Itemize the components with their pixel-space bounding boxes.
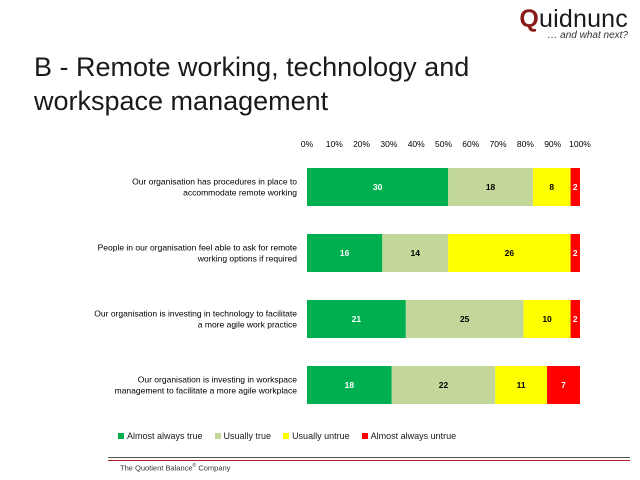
brand-name: Quidnunc: [519, 6, 628, 32]
data-label: 7: [561, 380, 566, 390]
legend-label: Usually untrue: [292, 431, 350, 441]
brand-logo: Quidnunc … and what next?: [519, 6, 628, 41]
brand-name-rest: uidnunc: [539, 5, 628, 33]
data-label: 25: [460, 314, 470, 324]
category-label: a more agile work practice: [198, 320, 297, 330]
bar-segment: [570, 234, 580, 272]
data-label: 26: [505, 248, 515, 258]
legend-label: Usually true: [223, 431, 272, 441]
data-label: 16: [340, 248, 350, 258]
data-label: 2: [573, 248, 578, 258]
legend-item: Almost always true: [118, 431, 203, 441]
data-label: 21: [352, 314, 362, 324]
data-label: 22: [439, 380, 449, 390]
data-label: 18: [345, 380, 355, 390]
legend-item: Usually untrue: [283, 431, 350, 441]
x-tick-label: 100%: [569, 139, 591, 149]
bar-segment: [532, 168, 571, 206]
legend-item: Usually true: [214, 431, 272, 441]
category-label: Our organisation is investing in technol…: [94, 309, 297, 319]
x-tick-label: 90%: [544, 139, 561, 149]
data-label: 2: [573, 314, 578, 324]
legend-swatch: [214, 433, 221, 439]
footer-company: The Quotient Balance® Company: [120, 463, 230, 473]
category-label: Our organisation has procedures in place…: [132, 177, 297, 187]
category-label: Our organisation is investing in workspa…: [138, 375, 297, 385]
x-tick-label: 20%: [353, 139, 370, 149]
data-label: 14: [411, 248, 421, 258]
data-label: 18: [486, 182, 496, 192]
stacked-bar-chart: 0% 10% 20% 30% 40% 50% 60% 70% 80% 90% 100% 30 18 8 2 O…: [94, 139, 591, 404]
bar-segment: [448, 168, 533, 206]
page-title: B - Remote working, technology and works…: [34, 52, 470, 116]
x-tick-label: 80%: [517, 139, 534, 149]
legend-label: Almost always true: [127, 431, 203, 441]
data-label: 11: [517, 380, 526, 390]
legend-swatch: [361, 433, 368, 439]
data-label: 2: [573, 182, 578, 192]
brand-tagline: … and what next?: [547, 30, 628, 41]
bar-segment: [391, 366, 496, 404]
bar-segment: [307, 300, 406, 338]
x-tick-label: 50%: [435, 139, 452, 149]
x-tick-label: 10%: [326, 139, 343, 149]
legend-item: Almost always untrue: [361, 431, 457, 441]
footer-divider-red: [108, 460, 630, 461]
bar-segment: [495, 366, 548, 404]
category-label: management to facilitate a more agile wo…: [115, 386, 298, 396]
footer-company-name: The Quotient Balance: [120, 463, 193, 473]
category-label: People in our organisation feel able to …: [98, 243, 298, 253]
chart-legend: Almost always true Usually true Usually un…: [118, 431, 456, 441]
bar-segment: [307, 168, 449, 206]
legend-swatch: [283, 433, 290, 439]
bar-segment: [570, 300, 580, 338]
x-tick-label: 60%: [462, 139, 479, 149]
bar-segment: [382, 234, 449, 272]
x-tick-label: 0%: [301, 139, 314, 149]
bar-segment: [405, 300, 524, 338]
bar-segment: [523, 300, 571, 338]
footer-company-suffix: Company: [196, 463, 231, 473]
data-label: 8: [549, 182, 554, 192]
legend-swatch: [118, 433, 124, 439]
x-tick-label: 30%: [380, 139, 397, 149]
bar-segment: [448, 234, 571, 272]
legend-label: Almost always untrue: [370, 431, 457, 441]
footer-divider-dark: [108, 457, 630, 458]
footer-registered-mark: ®: [192, 463, 197, 469]
data-label: 10: [542, 314, 552, 324]
category-label: working options if required: [197, 254, 297, 264]
category-label: accommodate remote working: [183, 188, 297, 198]
data-label: 30: [373, 182, 383, 192]
brand-initial: Q: [519, 5, 540, 33]
bar-segment: [547, 366, 580, 404]
bar-segment: [307, 234, 383, 272]
x-tick-label: 40%: [408, 139, 425, 149]
bar-segment: [570, 168, 580, 206]
x-tick-label: 70%: [490, 139, 507, 149]
bar-segment: [307, 366, 392, 404]
